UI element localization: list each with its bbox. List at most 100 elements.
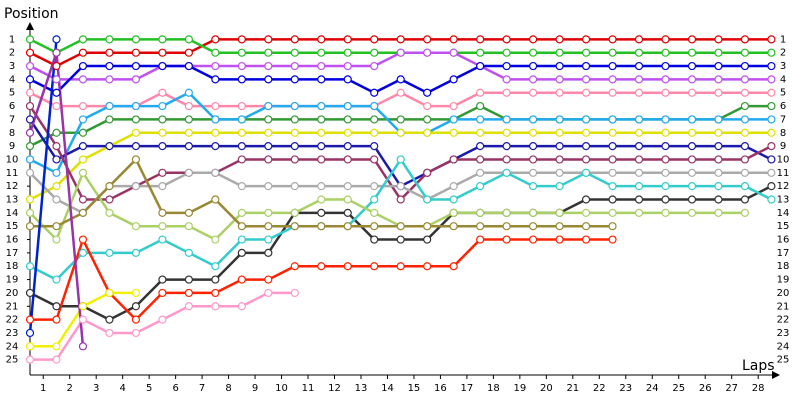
y-tick-label: 16: [6, 235, 19, 246]
point: [105, 195, 114, 204]
point: [608, 115, 617, 124]
point: [555, 88, 564, 97]
point: [131, 328, 141, 338]
point: [502, 88, 511, 97]
point: [661, 75, 670, 84]
y-tick-label: 22: [6, 315, 19, 326]
point: [608, 61, 617, 71]
y-tick-label-right: 11: [777, 168, 790, 179]
point: [343, 48, 352, 57]
point: [740, 75, 750, 84]
point: [528, 35, 538, 44]
point: [449, 208, 458, 217]
point: [661, 142, 670, 151]
point: [131, 142, 141, 151]
y-tick-label: 11: [6, 168, 19, 179]
point: [158, 61, 167, 71]
point: [687, 168, 697, 177]
point: [211, 195, 220, 204]
point: [343, 128, 352, 137]
point: [370, 195, 379, 204]
point: [423, 88, 432, 97]
point: [25, 155, 35, 164]
point: [661, 208, 670, 217]
point: [290, 128, 299, 137]
point: [237, 35, 246, 44]
point: [131, 115, 141, 124]
point: [423, 101, 432, 111]
point: [184, 61, 193, 71]
point: [105, 142, 114, 151]
point: [290, 48, 299, 57]
point: [476, 222, 485, 231]
point: [78, 61, 88, 71]
x-tick-label: 16: [434, 383, 447, 394]
y-tick-label-right: 23: [777, 328, 790, 339]
point: [105, 208, 114, 217]
point: [290, 35, 299, 44]
point: [317, 142, 326, 151]
point: [502, 155, 511, 164]
x-tick-label: 12: [328, 383, 341, 394]
point: [158, 115, 167, 124]
point: [661, 35, 670, 44]
point: [714, 48, 723, 57]
point: [528, 61, 538, 71]
point: [237, 115, 246, 124]
y-tick-label: 9: [9, 141, 15, 152]
point: [264, 288, 273, 298]
point: [714, 61, 723, 71]
point: [184, 142, 193, 151]
point: [476, 35, 485, 44]
point: [661, 88, 670, 97]
point: [317, 195, 326, 204]
point: [78, 142, 88, 151]
point: [343, 208, 352, 217]
y-tick-label-right: 8: [780, 128, 786, 139]
point: [449, 35, 458, 44]
y-tick-label: 19: [6, 275, 19, 286]
point: [52, 275, 61, 284]
point: [449, 195, 458, 204]
point: [317, 101, 326, 111]
point: [714, 182, 723, 191]
point: [290, 155, 299, 164]
point: [52, 101, 61, 111]
point: [25, 88, 35, 97]
point: [740, 115, 750, 124]
point: [78, 155, 88, 164]
y-tick-label: 18: [6, 261, 19, 272]
point: [608, 88, 617, 97]
point: [634, 182, 644, 191]
point: [211, 142, 220, 151]
point: [449, 115, 458, 124]
point: [184, 101, 193, 111]
point: [343, 115, 352, 124]
x-tick-label: 8: [225, 383, 231, 394]
point: [264, 35, 273, 44]
point: [343, 61, 352, 71]
point: [687, 48, 697, 57]
point: [661, 182, 670, 191]
point: [237, 101, 246, 111]
point: [370, 262, 379, 271]
point: [528, 48, 538, 57]
point: [687, 35, 697, 44]
point: [449, 48, 458, 57]
point: [52, 182, 61, 191]
y-tick-label-right: 5: [780, 88, 786, 99]
point: [25, 48, 35, 57]
point: [634, 35, 644, 44]
point: [370, 142, 379, 151]
point: [687, 155, 697, 164]
point: [714, 168, 723, 177]
point: [158, 222, 167, 231]
point: [581, 115, 591, 124]
point: [317, 155, 326, 164]
point: [687, 88, 697, 97]
y-tick-label-right: 12: [777, 181, 790, 192]
point: [476, 235, 485, 244]
point: [714, 195, 723, 204]
